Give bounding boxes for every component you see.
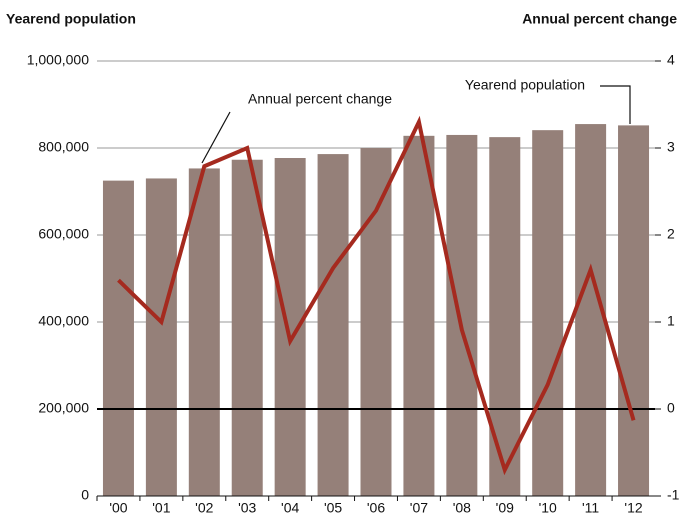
y-tick-label: 1,000,000 xyxy=(27,52,89,68)
x-tick-label: '07 xyxy=(410,500,428,516)
y-tick-label: 600,000 xyxy=(38,226,89,242)
x-tick-label: '04 xyxy=(281,500,299,516)
y2-tick-label: 3 xyxy=(667,139,675,155)
bar xyxy=(274,158,306,496)
y2-axis-title: Annual percent change xyxy=(522,11,677,27)
x-tick-label: '02 xyxy=(195,500,213,516)
bar xyxy=(231,159,263,496)
x-tick-label: '12 xyxy=(624,500,642,516)
x-tick-label: '11 xyxy=(582,500,599,516)
x-tick-label: '05 xyxy=(324,500,342,516)
annotation-leader xyxy=(201,111,231,164)
x-tick-label: '08 xyxy=(453,500,471,516)
bar xyxy=(446,134,478,496)
x-tick-label: '10 xyxy=(539,500,557,516)
annotation: Annual percent change xyxy=(248,91,392,107)
y2-tick-label: 0 xyxy=(667,400,675,416)
x-tick-label: '00 xyxy=(109,500,127,516)
x-tick-label: '03 xyxy=(238,500,256,516)
x-tick-label: '01 xyxy=(152,500,170,516)
annotation-leader xyxy=(600,85,631,124)
bar xyxy=(618,125,650,496)
y2-tick-label: 4 xyxy=(667,52,675,68)
x-tick-label: '09 xyxy=(496,500,514,516)
annotation: Yearend population xyxy=(465,77,585,93)
bar xyxy=(102,180,134,496)
line xyxy=(117,115,636,476)
y2-tick-label: 1 xyxy=(667,313,675,329)
y2-tick-label: 2 xyxy=(667,226,675,242)
y-tick-label: 400,000 xyxy=(38,313,89,329)
bar xyxy=(188,168,220,496)
y2-tick-label: -1 xyxy=(667,487,680,503)
y-tick-label: 0 xyxy=(81,487,89,503)
bar xyxy=(403,135,435,496)
bar xyxy=(489,137,521,496)
y-tick-label: 200,000 xyxy=(38,400,89,416)
x-tick-label: '06 xyxy=(367,500,385,516)
plot-area: 0 200,000 400,000 600,000 800,000 1,000,000 -1… xyxy=(27,52,680,516)
y-tick-label: 800,000 xyxy=(38,139,89,155)
bar xyxy=(145,178,177,496)
bar xyxy=(360,148,392,496)
y-axis-title: Yearend population xyxy=(6,11,136,27)
bar xyxy=(317,154,349,496)
bar xyxy=(532,130,564,497)
